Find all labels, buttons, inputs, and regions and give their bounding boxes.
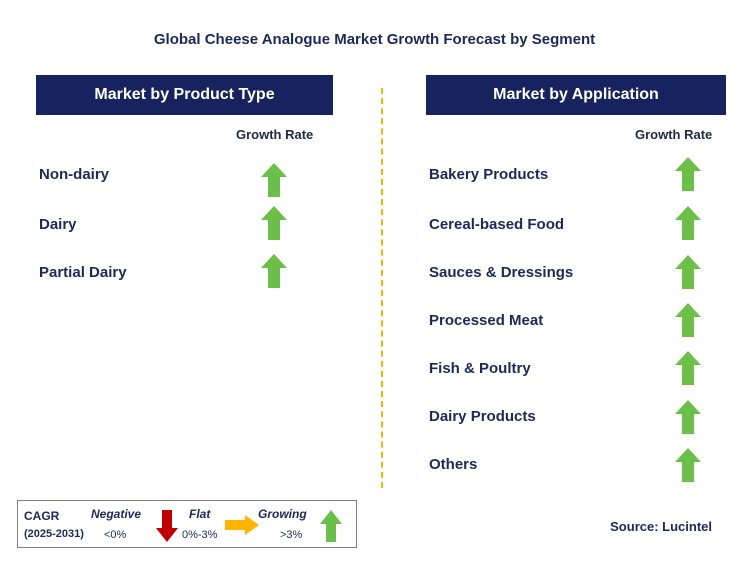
legend-negative-label: Negative xyxy=(91,507,142,521)
product-type-row-label: Dairy xyxy=(39,216,77,233)
legend-growing-label: Growing xyxy=(258,507,307,521)
legend-flat-range: 0%-3% xyxy=(182,529,218,541)
green-up-arrow-icon xyxy=(261,163,287,197)
green-up-arrow-icon xyxy=(261,206,287,240)
green-up-arrow-icon xyxy=(261,254,287,288)
legend-flat-label: Flat xyxy=(189,507,211,521)
application-row-label: Others xyxy=(429,456,478,473)
red-down-arrow-icon xyxy=(156,510,178,547)
green-up-arrow-icon xyxy=(675,206,701,240)
page-title: Global Cheese Analogue Market Growth For… xyxy=(153,31,596,48)
green-up-arrow-icon xyxy=(320,510,342,547)
source-label: Source: Lucintel xyxy=(610,519,712,534)
product-type-row-label: Non-dairy xyxy=(39,166,110,183)
product-type-row-label: Partial Dairy xyxy=(39,264,127,281)
orange-right-arrow-icon xyxy=(225,515,259,540)
application-row-label: Sauces & Dressings xyxy=(429,264,574,281)
green-up-arrow-icon xyxy=(675,351,701,385)
application-row-label: Dairy Products xyxy=(429,408,536,425)
application-row-label: Bakery Products xyxy=(429,166,549,183)
legend-negative-range: <0% xyxy=(104,529,127,541)
legend-cagr-label: CAGR xyxy=(24,509,60,523)
green-up-arrow-icon xyxy=(675,448,701,482)
green-up-arrow-icon xyxy=(675,400,701,434)
application-growth-rate-label: Growth Rate xyxy=(635,127,713,142)
legend-period-label: (2025-2031) xyxy=(24,528,84,540)
panel-divider xyxy=(381,88,383,488)
application-row-label: Cereal-based Food xyxy=(429,216,565,233)
application-header: Market by Application xyxy=(426,75,726,115)
green-up-arrow-icon xyxy=(675,255,701,289)
green-up-arrow-icon xyxy=(675,303,701,337)
green-up-arrow-icon xyxy=(675,157,701,191)
application-row-label: Fish & Poultry xyxy=(429,360,531,377)
product-type-growth-rate-label: Growth Rate xyxy=(236,127,314,142)
product-type-header: Market by Product Type xyxy=(36,75,333,115)
cagr-legend: CAGR (2025-2031) Negative <0% Flat 0%-3%… xyxy=(17,500,357,548)
application-row-label: Processed Meat xyxy=(429,312,544,329)
legend-growing-range: >3% xyxy=(280,529,303,541)
